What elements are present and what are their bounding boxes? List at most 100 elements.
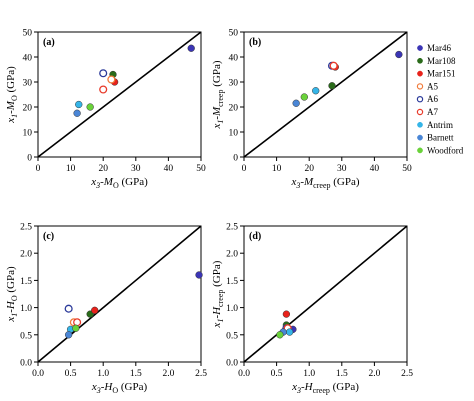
y-tick-label: 2.5 (226, 223, 238, 233)
legend-label: A6 (427, 94, 438, 104)
legend: Mar46 Mar108 Mar151 A5 A6 A7 Antrim Barnett Wood… (416, 43, 464, 155)
y-tick-label: 30 (23, 79, 33, 89)
data-point-mar46 (187, 44, 195, 52)
legend-label: Mar151 (427, 69, 456, 79)
x-tick-label: 2.0 (368, 369, 380, 379)
data-point-a7 (73, 318, 82, 327)
x-tick-label: 1.0 (303, 369, 315, 379)
y-tick-label: 2.0 (226, 250, 238, 260)
y-tick-label: 50 (23, 29, 33, 39)
x-tick-label: 0 (36, 164, 41, 174)
panel-a: 0 10 20 30 40 50 0 10 20 30 40 50 (a) x3-MO (GPa) x1-M… (5, 29, 206, 191)
legend-label: A5 (427, 81, 438, 91)
data-point-a7 (329, 61, 338, 70)
x-tick-label: 10 (272, 164, 282, 174)
x-tick-label: 0.0 (238, 369, 250, 379)
x-tick-label: 50 (196, 164, 206, 174)
y-tick-label: 1.0 (20, 304, 32, 314)
data-point-a5 (107, 75, 116, 84)
x-tick-label: 20 (98, 164, 108, 174)
legend-label: Mar46 (427, 43, 451, 53)
data-point-barnett (64, 331, 73, 339)
data-point-a7 (99, 85, 108, 94)
x-tick-label: 1.5 (336, 369, 348, 379)
data-point-mar151 (282, 310, 291, 318)
y-tick-label: 1.0 (226, 304, 238, 314)
y-tick-label: 20 (229, 104, 239, 114)
one-to-one-line (243, 225, 408, 363)
plot-frame (243, 31, 408, 158)
y-tick-label: 2.5 (20, 223, 32, 233)
data-point-barnett (73, 109, 81, 117)
y-tick-label: 40 (23, 54, 33, 64)
panel-label: (d) (249, 231, 261, 242)
y-tick-label: 0.0 (226, 359, 238, 369)
x-tick-label: 40 (164, 164, 174, 174)
x-tick-label: 0.5 (65, 369, 77, 379)
x-tick-label: 50 (402, 164, 412, 174)
data-point-antrim (312, 87, 320, 95)
data-point-a6 (64, 304, 73, 313)
one-to-one-line (37, 31, 202, 158)
y-tick-label: 2.0 (20, 250, 32, 260)
legend-marker-a6 (416, 95, 424, 103)
legend-marker-mar108 (417, 57, 423, 64)
panel-label: (b) (249, 37, 261, 48)
panel-d: 0.0 0.5 1.0 1.5 2.0 2.5 0.0 0.5 1.0 1.5 2.0 2.5 (d) x… (211, 223, 413, 396)
panel-b: 0 10 20 30 40 50 0 10 20 30 40 50 (b) x3-Mcreep (GPa)… (211, 29, 412, 191)
x-tick-label: 1.5 (130, 369, 142, 379)
data-point-woodford (276, 331, 284, 339)
one-to-one-line (243, 31, 408, 158)
y-tick-label: 0 (233, 154, 238, 164)
panel-label: (c) (43, 231, 54, 242)
x-axis-title: x3-MO (GPa) (90, 176, 148, 190)
x-tick-label: 20 (304, 164, 314, 174)
panel-label: (a) (43, 37, 55, 48)
x-tick-label: 0.0 (32, 369, 44, 379)
legend-label: A7 (427, 107, 438, 117)
y-tick-label: 10 (229, 129, 239, 139)
x-axis-title: x3-Hcreep (GPa) (291, 381, 359, 395)
x-tick-label: 10 (66, 164, 76, 174)
x-tick-label: 30 (131, 164, 141, 174)
plot-frame (37, 225, 202, 363)
y-tick-label: 0 (27, 154, 32, 164)
x-tick-label: 2.5 (195, 369, 207, 379)
x-tick-label: 40 (370, 164, 380, 174)
legend-marker-mar46 (417, 45, 423, 51)
y-tick-label: 10 (23, 129, 33, 139)
data-point-mar108 (328, 82, 336, 90)
y-tick-label: 40 (229, 54, 239, 64)
y-axis-title: x1-HO (GPa) (5, 266, 19, 323)
data-point-antrim (75, 100, 83, 109)
x-tick-label: 2.0 (162, 369, 174, 379)
data-point-mar151 (91, 306, 99, 314)
x-tick-label: 2.5 (401, 369, 413, 379)
data-point-barnett (292, 99, 300, 107)
y-tick-label: 30 (229, 79, 239, 89)
y-axis-title: x1-Mcreep (GPa) (211, 60, 225, 129)
legend-label: Mar108 (427, 56, 456, 66)
data-point-woodford (86, 103, 94, 111)
legend-marker-a7 (416, 108, 424, 116)
data-point-mar46 (195, 271, 203, 279)
y-tick-label: 20 (23, 104, 33, 114)
legend-marker-antrim (417, 121, 423, 128)
legend-label: Antrim (427, 120, 453, 130)
legend-label: Woodford (427, 145, 464, 155)
legend-marker-a5 (416, 83, 424, 90)
x-tick-label: 30 (337, 164, 347, 174)
legend-marker-barnett (417, 134, 423, 141)
x-axis-title: x3-HO (GPa) (91, 381, 148, 395)
y-tick-label: 0.5 (226, 331, 238, 341)
y-tick-label: 0.5 (20, 331, 32, 341)
x-axis-title: x3-Mcreep (GPa) (290, 176, 359, 190)
legend-marker-woodford (417, 147, 423, 154)
y-axis-title: x1-Hcreep (GPa) (211, 260, 225, 328)
y-tick-label: 1.5 (226, 277, 238, 287)
y-tick-label: 0.0 (20, 359, 32, 369)
legend-marker-mar151 (417, 70, 423, 77)
data-point-woodford (300, 93, 308, 101)
data-point-a6 (99, 69, 108, 78)
